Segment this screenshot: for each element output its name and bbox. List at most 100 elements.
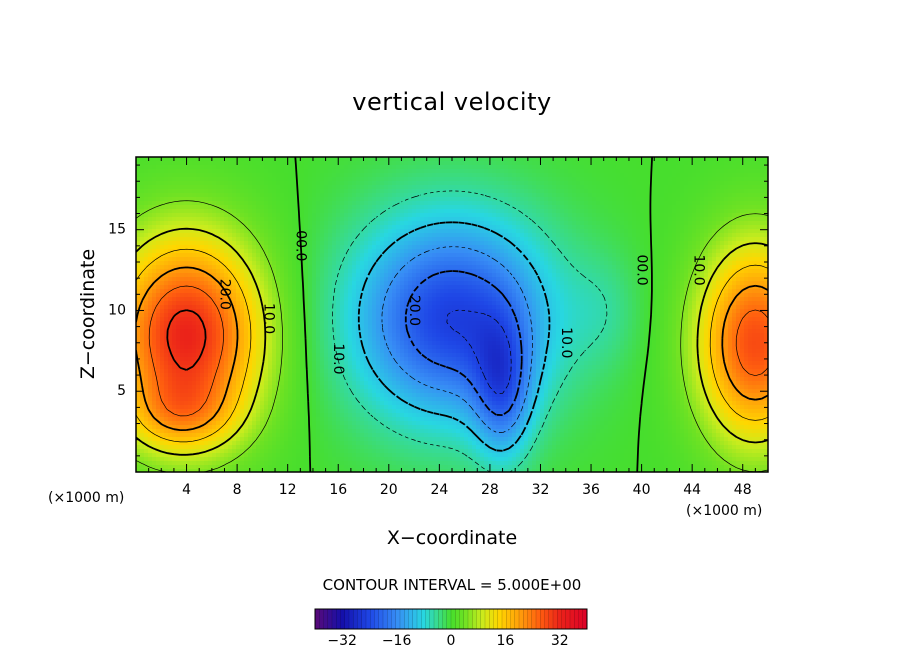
field-cell (200, 381, 204, 385)
field-cell (164, 189, 168, 193)
field-cell (224, 193, 228, 197)
field-cell (260, 329, 264, 333)
field-cell (212, 165, 216, 169)
field-cell (188, 233, 192, 237)
field-cell (228, 361, 232, 365)
field-cell (212, 409, 216, 413)
field-cell (328, 205, 332, 209)
field-cell (268, 297, 272, 301)
field-cell (288, 321, 292, 325)
field-cell (240, 325, 244, 329)
field-cell (388, 169, 392, 173)
field-cell (172, 233, 176, 237)
field-cell (308, 265, 312, 269)
field-cell (320, 217, 324, 221)
field-cell (280, 409, 284, 413)
field-cell (188, 157, 192, 161)
field-cell (364, 341, 368, 345)
field-cell (284, 397, 288, 401)
field-cell (360, 277, 364, 281)
field-cell (156, 377, 160, 381)
field-cell (244, 397, 248, 401)
field-cell (376, 353, 380, 357)
field-cell (332, 349, 336, 353)
field-cell (252, 417, 256, 421)
field-cell (320, 289, 324, 293)
field-cell (348, 381, 352, 385)
field-cell (188, 289, 192, 293)
field-cell (304, 377, 308, 381)
field-cell (260, 269, 264, 273)
field-cell (384, 325, 388, 329)
field-cell (212, 297, 216, 301)
field-cell (200, 197, 204, 201)
field-cell (236, 313, 240, 317)
field-cell (148, 393, 152, 397)
field-cell (312, 381, 316, 385)
field-cell (176, 393, 180, 397)
field-cell (292, 237, 296, 241)
field-cell (176, 425, 180, 429)
field-cell (156, 273, 160, 277)
field-cell (140, 233, 144, 237)
field-cell (144, 285, 148, 289)
field-cell (300, 345, 304, 349)
field-cell (324, 305, 328, 309)
field-cell (264, 449, 268, 453)
field-cell (296, 449, 300, 453)
field-cell (348, 337, 352, 341)
field-cell (208, 325, 212, 329)
field-cell (320, 329, 324, 333)
field-cell (256, 369, 260, 373)
field-cell (316, 361, 320, 365)
field-cell (220, 357, 224, 361)
field-cell (268, 465, 272, 469)
field-cell (172, 245, 176, 249)
field-cell (212, 177, 216, 181)
field-cell (288, 229, 292, 233)
field-cell (164, 393, 168, 397)
field-cell (208, 213, 212, 217)
field-cell (228, 449, 232, 453)
field-cell (268, 393, 272, 397)
field-cell (320, 421, 324, 425)
field-cell (228, 313, 232, 317)
field-cell (280, 261, 284, 265)
field-cell (268, 449, 272, 453)
field-cell (160, 165, 164, 169)
field-cell (212, 457, 216, 461)
field-cell (272, 377, 276, 381)
field-cell (320, 449, 324, 453)
field-cell (252, 253, 256, 257)
field-cell (336, 345, 340, 349)
field-cell (184, 325, 188, 329)
field-cell (172, 309, 176, 313)
field-cell (232, 413, 236, 417)
field-cell (272, 237, 276, 241)
field-cell (204, 161, 208, 165)
field-cell (300, 229, 304, 233)
field-cell (356, 273, 360, 277)
field-cell (300, 197, 304, 201)
field-cell (328, 253, 332, 257)
field-cell (288, 401, 292, 405)
field-cell (336, 321, 340, 325)
field-cell (180, 445, 184, 449)
field-cell (164, 201, 168, 205)
field-cell (300, 449, 304, 453)
field-cell (380, 265, 384, 269)
field-cell (300, 217, 304, 221)
field-cell (312, 361, 316, 365)
field-cell (328, 313, 332, 317)
field-cell (148, 437, 152, 441)
field-cell (148, 265, 152, 269)
field-cell (324, 229, 328, 233)
field-cell (292, 277, 296, 281)
field-cell (228, 181, 232, 185)
field-cell (388, 157, 392, 161)
velocity-field (136, 157, 768, 472)
field-cell (152, 437, 156, 441)
field-cell (376, 461, 380, 465)
field-cell (324, 165, 328, 169)
field-cell (312, 209, 316, 213)
